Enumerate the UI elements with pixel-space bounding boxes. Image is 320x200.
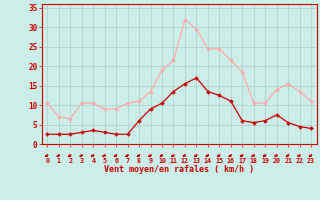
X-axis label: Vent moyen/en rafales ( km/h ): Vent moyen/en rafales ( km/h ) (104, 165, 254, 174)
